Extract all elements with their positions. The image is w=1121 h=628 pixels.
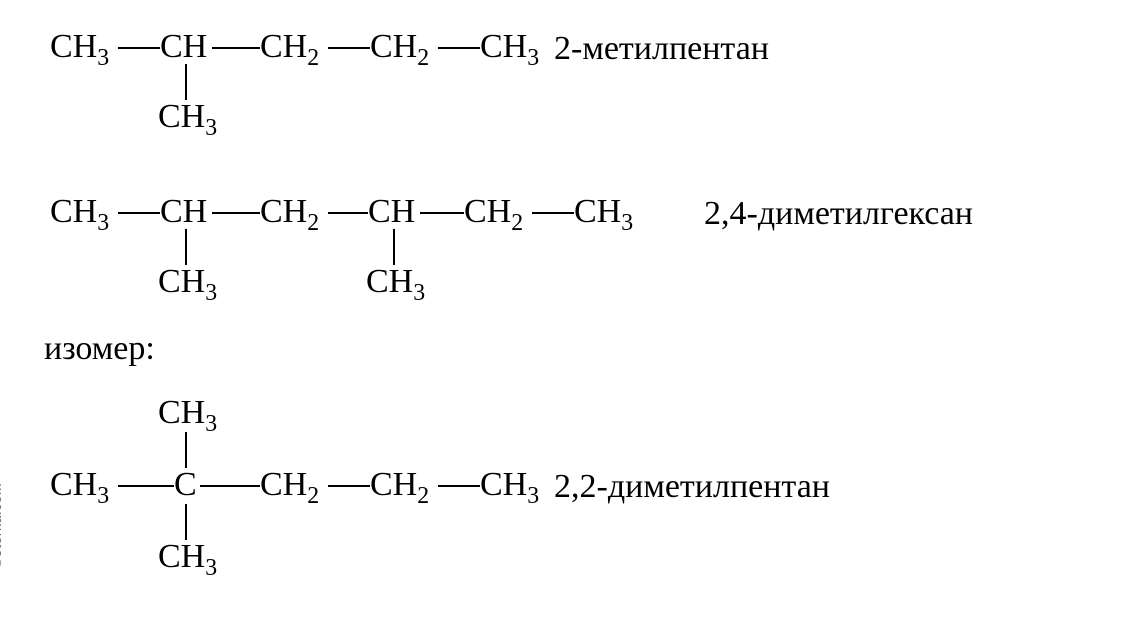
atom-ch3: CH3 bbox=[480, 30, 539, 64]
atom-ch2: CH2 bbox=[464, 195, 523, 229]
bond bbox=[185, 64, 187, 100]
atom-ch2: CH2 bbox=[260, 468, 319, 502]
atom-ch3-branch: CH3 bbox=[366, 265, 425, 299]
compound-name: 2,2-диметилпентан bbox=[554, 468, 830, 506]
atom-c: C bbox=[174, 468, 197, 502]
bond bbox=[420, 212, 464, 214]
atom-ch3: CH3 bbox=[50, 468, 109, 502]
atom-ch3: CH3 bbox=[574, 195, 633, 229]
bond bbox=[438, 47, 480, 49]
atom-ch: CH bbox=[368, 195, 415, 229]
atom-ch3: CH3 bbox=[480, 468, 539, 502]
bond bbox=[185, 432, 187, 468]
atom-ch3: CH3 bbox=[50, 30, 109, 64]
bond bbox=[212, 212, 260, 214]
atom-ch3-branch: CH3 bbox=[158, 265, 217, 299]
bond bbox=[438, 485, 480, 487]
atom-ch3-branch: CH3 bbox=[158, 100, 217, 134]
bond bbox=[532, 212, 574, 214]
watermark: ©5terka.com bbox=[0, 483, 4, 568]
atom-ch2: CH2 bbox=[370, 468, 429, 502]
bond bbox=[185, 229, 187, 265]
isomer-heading: изомер: bbox=[44, 330, 155, 368]
compound-name: 2-метилпентан bbox=[554, 30, 769, 68]
atom-ch2: CH2 bbox=[260, 30, 319, 64]
bond bbox=[200, 485, 260, 487]
compound-name: 2,4-диметилгексан bbox=[704, 195, 973, 233]
bond bbox=[118, 47, 160, 49]
bond bbox=[185, 504, 187, 540]
atom-ch: CH bbox=[160, 30, 207, 64]
atom-ch: CH bbox=[160, 195, 207, 229]
atom-ch3-branch: CH3 bbox=[158, 396, 217, 430]
bond bbox=[393, 229, 395, 265]
bond bbox=[328, 485, 370, 487]
page: ©5terka.com CH3 CH CH2 CH2 CH3 CH3 2-мет… bbox=[0, 0, 1121, 628]
bond bbox=[118, 212, 160, 214]
bond bbox=[328, 47, 370, 49]
bond bbox=[118, 485, 174, 487]
atom-ch2: CH2 bbox=[370, 30, 429, 64]
atom-ch3-branch: CH3 bbox=[158, 540, 217, 574]
atom-ch2: CH2 bbox=[260, 195, 319, 229]
atom-ch3: CH3 bbox=[50, 195, 109, 229]
bond bbox=[328, 212, 368, 214]
bond bbox=[212, 47, 260, 49]
